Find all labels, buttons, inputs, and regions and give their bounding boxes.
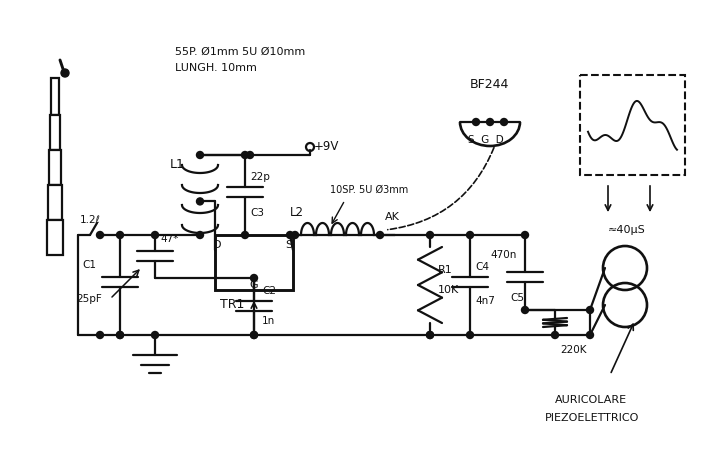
Text: 10SP. 5U Ø3mm: 10SP. 5U Ø3mm (330, 185, 408, 195)
Circle shape (251, 332, 258, 338)
Circle shape (241, 151, 249, 159)
Circle shape (116, 332, 123, 338)
Text: C3: C3 (250, 208, 264, 218)
Text: 220K: 220K (560, 345, 586, 355)
Text: S  G  D: S G D (468, 135, 504, 145)
Circle shape (61, 69, 69, 77)
Circle shape (196, 198, 203, 205)
Text: L1: L1 (170, 159, 185, 172)
Circle shape (96, 231, 103, 238)
Text: LUNGH. 10mm: LUNGH. 10mm (175, 63, 257, 73)
Circle shape (251, 275, 258, 281)
Circle shape (246, 151, 253, 159)
Circle shape (96, 332, 103, 338)
Circle shape (151, 231, 158, 238)
Text: +9V: +9V (314, 140, 339, 154)
Text: AK: AK (385, 212, 400, 222)
Circle shape (501, 119, 508, 125)
Text: 1n: 1n (262, 315, 275, 326)
Text: 22p: 22p (250, 172, 270, 182)
Text: C4: C4 (475, 262, 489, 272)
Text: 4n7: 4n7 (475, 296, 495, 306)
Text: TR1: TR1 (220, 298, 244, 310)
Circle shape (522, 231, 529, 238)
Text: AURICOLARE: AURICOLARE (555, 395, 627, 405)
Circle shape (291, 231, 298, 238)
Circle shape (427, 332, 434, 338)
Circle shape (377, 231, 384, 238)
Circle shape (472, 119, 479, 125)
Bar (48, 185, 62, 220)
Text: R1: R1 (438, 265, 453, 275)
Text: 1.2ℓ: 1.2ℓ (80, 215, 101, 225)
Text: 25pF: 25pF (76, 294, 102, 304)
Text: ≈40μS: ≈40μS (608, 225, 646, 235)
Circle shape (586, 307, 593, 313)
Circle shape (116, 231, 123, 238)
Text: C2: C2 (262, 286, 276, 297)
Text: 10K: 10K (438, 285, 459, 295)
Circle shape (486, 119, 494, 125)
Circle shape (467, 332, 474, 338)
Bar (49, 150, 61, 185)
Circle shape (196, 151, 203, 159)
Circle shape (116, 332, 123, 338)
Circle shape (427, 332, 434, 338)
Circle shape (196, 231, 203, 238)
Text: G: G (249, 280, 258, 290)
Text: D: D (213, 240, 222, 250)
Text: S: S (285, 240, 292, 250)
Circle shape (467, 231, 474, 238)
Circle shape (427, 231, 434, 238)
Bar (215, 235, 293, 290)
Circle shape (551, 332, 558, 338)
Text: BF244: BF244 (470, 78, 510, 92)
Text: PIEZOELETTRICO: PIEZOELETTRICO (545, 413, 639, 423)
Text: 47*: 47* (160, 233, 178, 244)
Text: L2: L2 (290, 207, 304, 220)
Circle shape (586, 332, 593, 338)
Circle shape (287, 231, 294, 238)
Bar (47, 220, 63, 255)
Bar (50, 115, 60, 150)
Bar (580, 75, 685, 175)
Circle shape (251, 332, 258, 338)
Bar (51, 78, 59, 115)
Text: C1: C1 (82, 260, 96, 270)
Text: 470n: 470n (490, 250, 516, 260)
Circle shape (522, 307, 529, 313)
Text: C5: C5 (510, 293, 524, 303)
Circle shape (151, 332, 158, 338)
Text: 55P. Ø1mm 5U Ø10mm: 55P. Ø1mm 5U Ø10mm (175, 47, 306, 57)
Circle shape (241, 231, 249, 238)
